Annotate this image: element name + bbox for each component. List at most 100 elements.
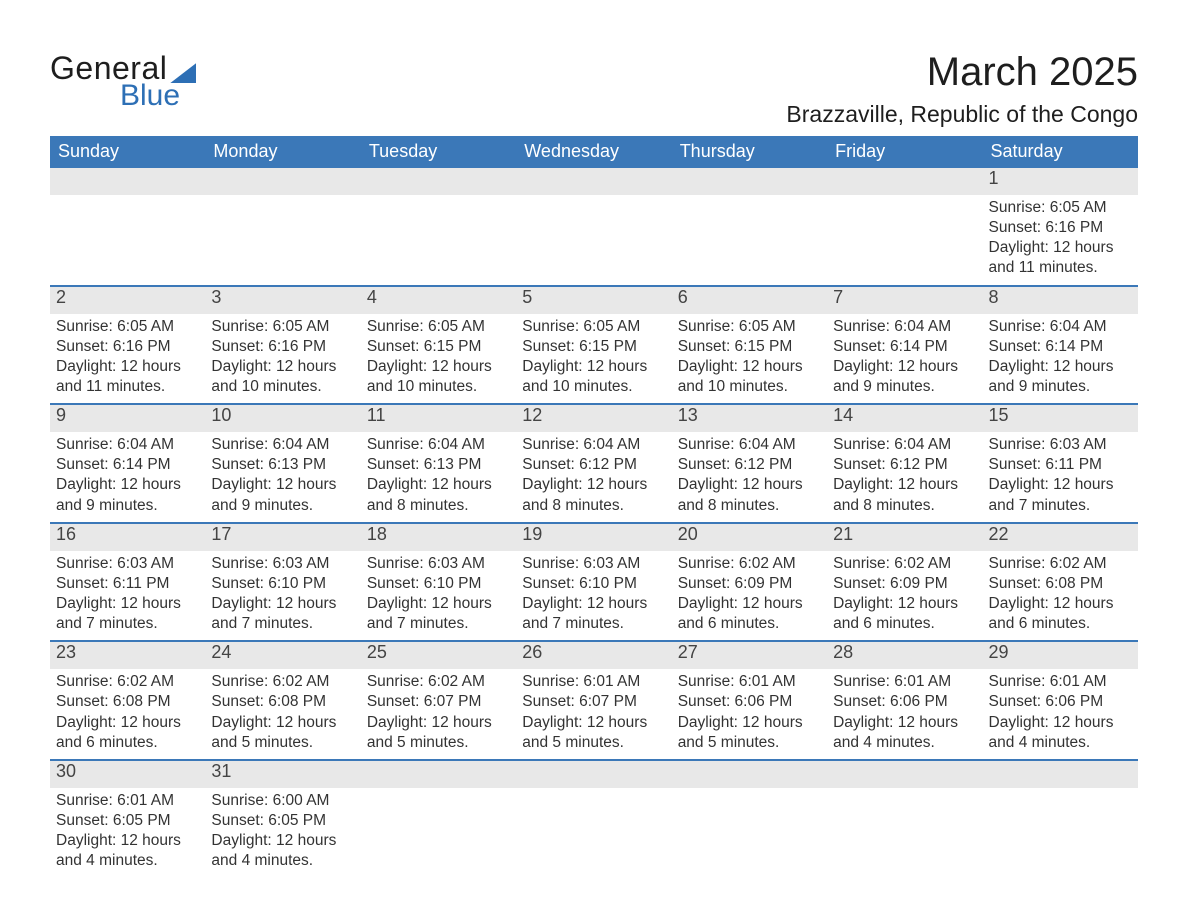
day-detail: Sunrise: 6:05 AMSunset: 6:15 PMDaylight:… (361, 314, 516, 405)
day-detail: Sunrise: 6:04 AMSunset: 6:12 PMDaylight:… (827, 432, 982, 523)
daylight-text: Daylight: 12 hours and 8 minutes. (522, 475, 665, 515)
sunrise-text: Sunrise: 6:01 AM (678, 672, 821, 692)
sunset-text: Sunset: 6:16 PM (56, 337, 199, 357)
month-title: March 2025 (786, 50, 1138, 95)
sunrise-text: Sunrise: 6:00 AM (211, 791, 354, 811)
empty-cell (205, 168, 360, 195)
day-number: 15 (983, 404, 1138, 432)
daylight-text: Daylight: 12 hours and 5 minutes. (522, 713, 665, 753)
weekday-header: Friday (827, 136, 982, 168)
day-number: 4 (361, 286, 516, 314)
sunset-text: Sunset: 6:13 PM (367, 455, 510, 475)
sunrise-text: Sunrise: 6:03 AM (989, 435, 1132, 455)
weekday-header: Thursday (672, 136, 827, 168)
day-detail: Sunrise: 6:03 AMSunset: 6:10 PMDaylight:… (361, 551, 516, 642)
empty-cell (672, 168, 827, 195)
weekday-header: Wednesday (516, 136, 671, 168)
day-number-row: 2345678 (50, 286, 1138, 314)
daylight-text: Daylight: 12 hours and 7 minutes. (522, 594, 665, 634)
sunrise-text: Sunrise: 6:02 AM (211, 672, 354, 692)
day-detail: Sunrise: 6:04 AMSunset: 6:14 PMDaylight:… (983, 314, 1138, 405)
empty-cell (361, 195, 516, 286)
day-number: 25 (361, 641, 516, 669)
empty-cell (516, 760, 671, 788)
day-number: 6 (672, 286, 827, 314)
daylight-text: Daylight: 12 hours and 7 minutes. (211, 594, 354, 634)
empty-cell (205, 195, 360, 286)
day-number: 8 (983, 286, 1138, 314)
empty-cell (827, 788, 982, 878)
sunset-text: Sunset: 6:10 PM (367, 574, 510, 594)
day-number: 30 (50, 760, 205, 788)
daylight-text: Daylight: 12 hours and 5 minutes. (211, 713, 354, 753)
daylight-text: Daylight: 12 hours and 4 minutes. (989, 713, 1132, 753)
sunset-text: Sunset: 6:14 PM (989, 337, 1132, 357)
day-number: 2 (50, 286, 205, 314)
day-detail: Sunrise: 6:01 AMSunset: 6:05 PMDaylight:… (50, 788, 205, 878)
empty-cell (361, 788, 516, 878)
day-number: 28 (827, 641, 982, 669)
daylight-text: Daylight: 12 hours and 5 minutes. (367, 713, 510, 753)
sunset-text: Sunset: 6:12 PM (833, 455, 976, 475)
daylight-text: Daylight: 12 hours and 5 minutes. (678, 713, 821, 753)
day-detail: Sunrise: 6:05 AMSunset: 6:15 PMDaylight:… (516, 314, 671, 405)
empty-cell (672, 195, 827, 286)
daylight-text: Daylight: 12 hours and 4 minutes. (211, 831, 354, 871)
sunrise-text: Sunrise: 6:03 AM (367, 554, 510, 574)
day-number: 21 (827, 523, 982, 551)
empty-cell (361, 168, 516, 195)
sunrise-text: Sunrise: 6:04 AM (989, 317, 1132, 337)
daylight-text: Daylight: 12 hours and 6 minutes. (56, 713, 199, 753)
day-number: 9 (50, 404, 205, 432)
empty-cell (516, 168, 671, 195)
sunset-text: Sunset: 6:11 PM (989, 455, 1132, 475)
sunrise-text: Sunrise: 6:01 AM (833, 672, 976, 692)
sunrise-text: Sunrise: 6:05 AM (989, 198, 1132, 218)
sunset-text: Sunset: 6:05 PM (56, 811, 199, 831)
day-number: 22 (983, 523, 1138, 551)
day-number: 12 (516, 404, 671, 432)
daylight-text: Daylight: 12 hours and 11 minutes. (56, 357, 199, 397)
day-number: 14 (827, 404, 982, 432)
sunrise-text: Sunrise: 6:05 AM (211, 317, 354, 337)
weekday-header: Tuesday (361, 136, 516, 168)
sunrise-text: Sunrise: 6:03 AM (211, 554, 354, 574)
daylight-text: Daylight: 12 hours and 7 minutes. (56, 594, 199, 634)
day-number: 3 (205, 286, 360, 314)
day-number: 10 (205, 404, 360, 432)
day-number: 19 (516, 523, 671, 551)
daylight-text: Daylight: 12 hours and 8 minutes. (367, 475, 510, 515)
day-number: 20 (672, 523, 827, 551)
header: General Blue March 2025 Brazzaville, Rep… (50, 50, 1138, 128)
sunrise-text: Sunrise: 6:04 AM (522, 435, 665, 455)
sunrise-text: Sunrise: 6:01 AM (989, 672, 1132, 692)
sunrise-text: Sunrise: 6:03 AM (522, 554, 665, 574)
sunrise-text: Sunrise: 6:02 AM (678, 554, 821, 574)
sunset-text: Sunset: 6:07 PM (367, 692, 510, 712)
day-detail-row: Sunrise: 6:02 AMSunset: 6:08 PMDaylight:… (50, 669, 1138, 760)
day-detail: Sunrise: 6:02 AMSunset: 6:09 PMDaylight:… (827, 551, 982, 642)
daylight-text: Daylight: 12 hours and 10 minutes. (211, 357, 354, 397)
day-number-row: 23242526272829 (50, 641, 1138, 669)
sunset-text: Sunset: 6:16 PM (211, 337, 354, 357)
day-detail: Sunrise: 6:03 AMSunset: 6:11 PMDaylight:… (983, 432, 1138, 523)
sunset-text: Sunset: 6:05 PM (211, 811, 354, 831)
day-detail: Sunrise: 6:01 AMSunset: 6:06 PMDaylight:… (827, 669, 982, 760)
day-detail-row: Sunrise: 6:01 AMSunset: 6:05 PMDaylight:… (50, 788, 1138, 878)
sunset-text: Sunset: 6:16 PM (989, 218, 1132, 238)
day-detail: Sunrise: 6:05 AMSunset: 6:15 PMDaylight:… (672, 314, 827, 405)
day-detail: Sunrise: 6:02 AMSunset: 6:07 PMDaylight:… (361, 669, 516, 760)
daylight-text: Daylight: 12 hours and 8 minutes. (833, 475, 976, 515)
sunset-text: Sunset: 6:09 PM (833, 574, 976, 594)
sunset-text: Sunset: 6:10 PM (522, 574, 665, 594)
day-number: 1 (983, 168, 1138, 195)
sunset-text: Sunset: 6:13 PM (211, 455, 354, 475)
day-detail: Sunrise: 6:05 AMSunset: 6:16 PMDaylight:… (205, 314, 360, 405)
sunrise-text: Sunrise: 6:05 AM (56, 317, 199, 337)
logo-word-2: Blue (120, 79, 196, 113)
sunset-text: Sunset: 6:15 PM (678, 337, 821, 357)
day-number-row: 1 (50, 168, 1138, 195)
empty-cell (672, 760, 827, 788)
day-detail: Sunrise: 6:01 AMSunset: 6:07 PMDaylight:… (516, 669, 671, 760)
day-number: 13 (672, 404, 827, 432)
